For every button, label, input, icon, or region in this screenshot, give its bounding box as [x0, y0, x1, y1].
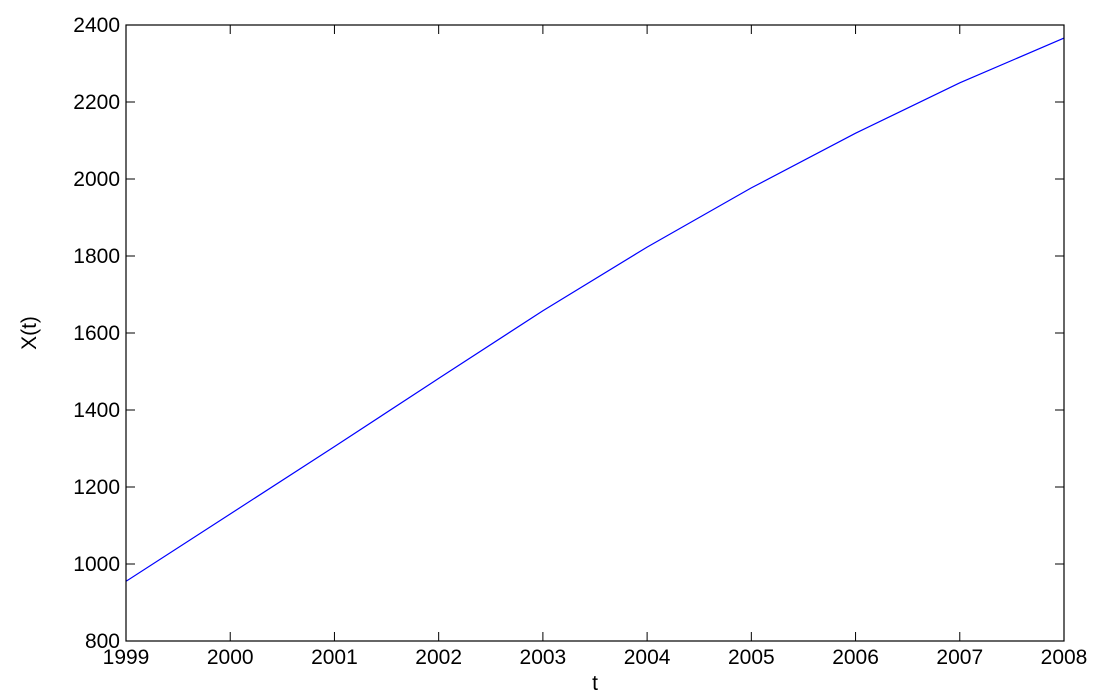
- series-layer: [125, 37, 1065, 582]
- x-tick-label: 2001: [311, 646, 358, 669]
- x-tick-label: 2006: [832, 646, 879, 669]
- x-tick-label: 2007: [936, 646, 983, 669]
- y-axis-ticks: 800 1000 1200 1400 1600 1800 2000 2200 2400: [73, 14, 1064, 653]
- series-line: [125, 37, 1065, 582]
- x-tick-label: 2008: [1041, 646, 1088, 669]
- x-axis-ticks: 1999 2000 2001 2002 2003 2004 2005 2006 2007 2008: [103, 25, 1088, 669]
- y-tick-label: 1600: [73, 322, 120, 345]
- y-tick-label: 1200: [73, 476, 120, 499]
- y-axis-label: X(t): [18, 316, 41, 350]
- y-tick-label: 1000: [73, 553, 120, 576]
- y-tick-label: 1800: [73, 245, 120, 268]
- x-tick-label: 2003: [520, 646, 567, 669]
- x-tick-label: 2005: [728, 646, 775, 669]
- y-tick-label: 2200: [73, 91, 120, 114]
- x-tick-label: 2002: [415, 646, 462, 669]
- y-tick-label: 800: [85, 630, 120, 653]
- y-tick-label: 1400: [73, 399, 120, 422]
- plot-frame: [125, 24, 1065, 642]
- x-tick-label: 2000: [207, 646, 254, 669]
- y-tick-label: 2000: [73, 168, 120, 191]
- x-tick-label: 2004: [624, 646, 671, 669]
- x-axis-label: t: [592, 672, 598, 695]
- y-tick-label: 2400: [73, 14, 120, 37]
- x-tick-label: 1999: [103, 646, 150, 669]
